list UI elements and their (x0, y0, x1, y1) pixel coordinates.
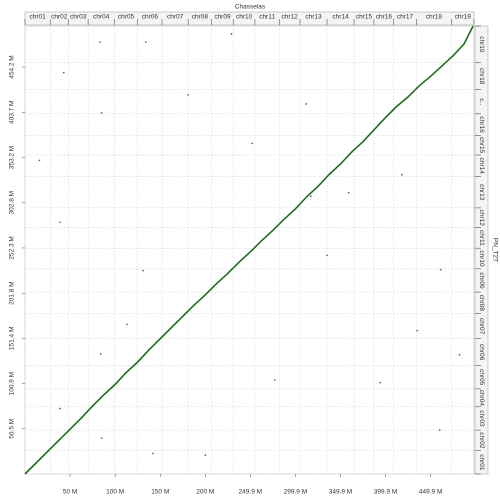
alignment-dot (98, 41, 101, 44)
x-chromosome-label: chr10 (236, 14, 253, 21)
alignment-dot (59, 407, 62, 410)
x-chromosome-label: chr07 (167, 14, 184, 21)
y-title: PN_T2T (491, 238, 498, 262)
x-chromosome-label: chr17 (397, 14, 414, 21)
alignment-dot (100, 437, 103, 440)
y-chromosome-label: chr09 (478, 272, 485, 289)
x-chromosome-label: chr02 (51, 14, 68, 21)
alignment-line (24, 25, 474, 475)
alignment-dot (400, 173, 403, 176)
y-chromosome-label: chr12 (478, 210, 485, 227)
x-chromosome-label: chr14 (332, 14, 349, 21)
x-chromosome-label: chr12 (281, 14, 298, 21)
x-tick-label: 200 M (196, 489, 214, 496)
alignment-dot (326, 254, 328, 257)
alignment-dot (309, 195, 312, 198)
x-chromosome-label: chr03 (70, 14, 87, 21)
alignment-dot (59, 221, 62, 224)
x-tick-label: 50 M (63, 489, 77, 496)
alignment-dot (273, 379, 276, 381)
y-chromosome-label: chr08 (478, 295, 485, 312)
alignment-dot (142, 269, 145, 272)
x-chromosome-label: chr01 (29, 14, 46, 21)
x-chromosome-label: chr19 (455, 14, 472, 21)
y-chromosome-label: chr11 (478, 230, 485, 246)
alignment-dot (152, 452, 154, 455)
alignment-dot (125, 323, 128, 326)
y-chromosome-label: chr14 (478, 158, 485, 175)
y-chromosome-label: chr13 (478, 184, 485, 201)
alignment-dot (100, 112, 103, 114)
y-tick-label: 353.2 M (9, 146, 16, 170)
alignment-dot (438, 429, 441, 431)
y-chromosome-label: chr02 (478, 432, 485, 449)
y-tick-label: 50.5 M (9, 419, 16, 439)
x-tick-label: 100 M (106, 489, 124, 496)
x-chromosome-label: chr11 (259, 14, 275, 21)
alignment-dot (99, 353, 102, 355)
x-chromosome-label: chr18 (426, 14, 443, 21)
alignment-dot (458, 353, 461, 356)
y-tick-label: 454.2 M (9, 55, 16, 79)
y-tick-label: 302.8 M (9, 191, 16, 215)
y-tick-label: 151.4 M (9, 327, 16, 351)
alignment-dot (187, 94, 190, 96)
y-chromosome-label: chr05 (478, 369, 485, 386)
x-chromosome-label: chr06 (142, 14, 159, 21)
alignment-dot (416, 329, 419, 332)
x-tick-label: 449.9 M (419, 489, 443, 496)
alignment-dot (230, 33, 233, 35)
x-chromosome-label: chr05 (118, 14, 135, 21)
y-chromosome-label: chr18 (478, 68, 485, 85)
y-tick-label: 403.7 M (9, 101, 16, 125)
y-chromosome-label: chr03 (478, 410, 485, 427)
alignment-dot (347, 191, 350, 194)
alignment-dot (439, 268, 442, 271)
x-tick-label: 349.9 M (329, 489, 353, 496)
y-chromosome-label: c.. (478, 98, 485, 105)
y-tick-label: 252.3 M (9, 236, 16, 260)
x-chromosome-label: chr08 (192, 14, 209, 21)
y-tick-label: 201.8 M (9, 281, 16, 305)
alignment-dot (305, 103, 308, 105)
x-tick-label: 399.9 M (374, 489, 398, 496)
x-tick-label: 299.9 M (284, 489, 308, 496)
x-chromosome-label: chr16 (376, 14, 393, 21)
y-tick-label: 100.9 M (9, 372, 16, 396)
y-chromosome-label: chr01 (478, 454, 485, 471)
alignment-dot (144, 41, 147, 44)
right-strip (474, 25, 489, 475)
x-chromosome-label: chr04 (93, 14, 110, 21)
x-chromosome-label: chr09 (214, 14, 231, 21)
x-chromosome-label: chr15 (356, 14, 373, 21)
y-chromosome-label: chr19 (478, 36, 485, 53)
top-strip (24, 11, 475, 26)
y-chromosome-label: chr10 (478, 250, 485, 267)
x-tick-label: 249.9 M (239, 489, 263, 496)
chart-title: Chasselas (235, 4, 266, 11)
y-chromosome-label: chr04 (478, 390, 485, 407)
x-tick-label: 150 M (151, 489, 169, 496)
alignment-dot (204, 454, 207, 457)
alignment-dot (38, 159, 41, 162)
y-chromosome-label: chr15 (478, 137, 485, 154)
y-chromosome-label: chr06 (478, 344, 485, 361)
x-chromosome-label: chr13 (305, 14, 322, 21)
y-chromosome-label: chr16 (478, 116, 485, 133)
alignment-dot (251, 142, 254, 145)
alignment-dot (379, 381, 382, 384)
y-chromosome-label: chr07 (478, 318, 485, 335)
alignment-dot (62, 71, 65, 74)
